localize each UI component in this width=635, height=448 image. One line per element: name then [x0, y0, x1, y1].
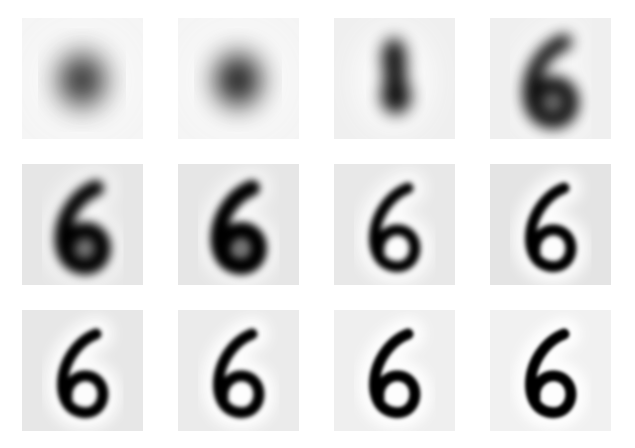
digit-image — [178, 18, 299, 139]
digit-tile-11 — [334, 310, 455, 431]
digit-image — [334, 310, 455, 431]
digit-tile-7 — [334, 164, 455, 285]
digit-stroke — [60, 54, 104, 106]
digit-tile-12 — [490, 310, 611, 431]
digit-image — [178, 310, 299, 431]
digit-tile-8 — [490, 164, 611, 285]
digit-stroke — [381, 38, 411, 114]
digit-image — [334, 164, 455, 285]
digit-image — [334, 18, 455, 139]
digit-image — [490, 310, 611, 431]
digit-image — [490, 18, 611, 139]
digit-tile-6 — [178, 164, 299, 285]
digit-stroke — [54, 180, 111, 275]
digit-tile-3 — [334, 18, 455, 139]
digit-image — [490, 164, 611, 285]
digit-image — [178, 164, 299, 285]
digit-stroke — [525, 328, 577, 419]
digit-tile-5 — [22, 164, 143, 285]
digit-stroke — [213, 328, 265, 419]
digit-image — [22, 310, 143, 431]
digit-stroke — [216, 54, 260, 106]
digit-image — [22, 164, 143, 285]
digit-tile-1 — [22, 18, 143, 139]
digit-tile-4 — [490, 18, 611, 139]
digit-tile-2 — [178, 18, 299, 139]
digit-image — [22, 18, 143, 139]
digit-stroke — [210, 180, 267, 275]
digit-stroke — [522, 34, 579, 129]
digit-stroke — [525, 182, 577, 273]
digit-stroke — [369, 182, 421, 273]
digit-stroke — [369, 328, 421, 419]
digit-stroke — [57, 328, 109, 419]
digit-tile-10 — [178, 310, 299, 431]
digit-tile-9 — [22, 310, 143, 431]
